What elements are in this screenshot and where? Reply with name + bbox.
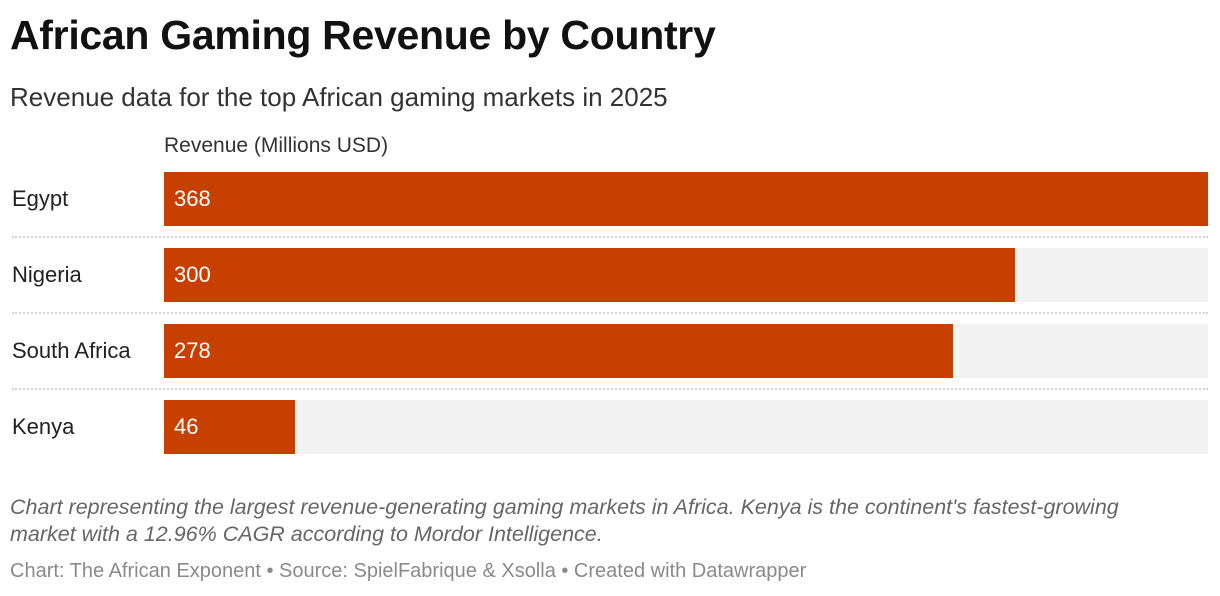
bar-row: Egypt 368 (0, 172, 1220, 226)
category-label: South Africa (12, 338, 131, 363)
chart-notes: Chart representing the largest revenue-g… (10, 495, 1119, 546)
bar-row: Kenya 46 (0, 400, 1220, 454)
row-separator (12, 388, 1208, 390)
category-label: Kenya (12, 414, 75, 439)
bar-value-label: 46 (174, 414, 199, 439)
row-separator (12, 312, 1208, 314)
bar-value-label: 368 (174, 186, 211, 211)
bar-track: 46 (164, 400, 1208, 454)
bar-track: 278 (164, 324, 1208, 378)
category-label: Nigeria (12, 262, 82, 287)
bar (164, 324, 953, 378)
chart-subtitle: Revenue data for the top African gaming … (10, 82, 668, 112)
chart-footer: Chart: The African Exponent • Source: Sp… (10, 560, 807, 582)
bar-track: 300 (164, 248, 1208, 302)
bar-value-label: 300 (174, 262, 211, 287)
bar (164, 400, 295, 454)
row-separator (12, 236, 1208, 238)
bar (164, 172, 1208, 226)
chart-title: African Gaming Revenue by Country (10, 12, 716, 58)
bar-chart: Egypt 368 Nigeria 300 South Africa 278 Kenya 46 (0, 160, 1220, 470)
category-label: Egypt (12, 186, 69, 211)
bar-value-label: 278 (174, 338, 211, 363)
bar-track: 368 (164, 172, 1208, 226)
column-header: Revenue (Millions USD) (164, 134, 389, 157)
bar (164, 248, 1015, 302)
bar-row: Nigeria 300 (0, 248, 1220, 302)
bar-row: South Africa 278 (0, 324, 1220, 378)
